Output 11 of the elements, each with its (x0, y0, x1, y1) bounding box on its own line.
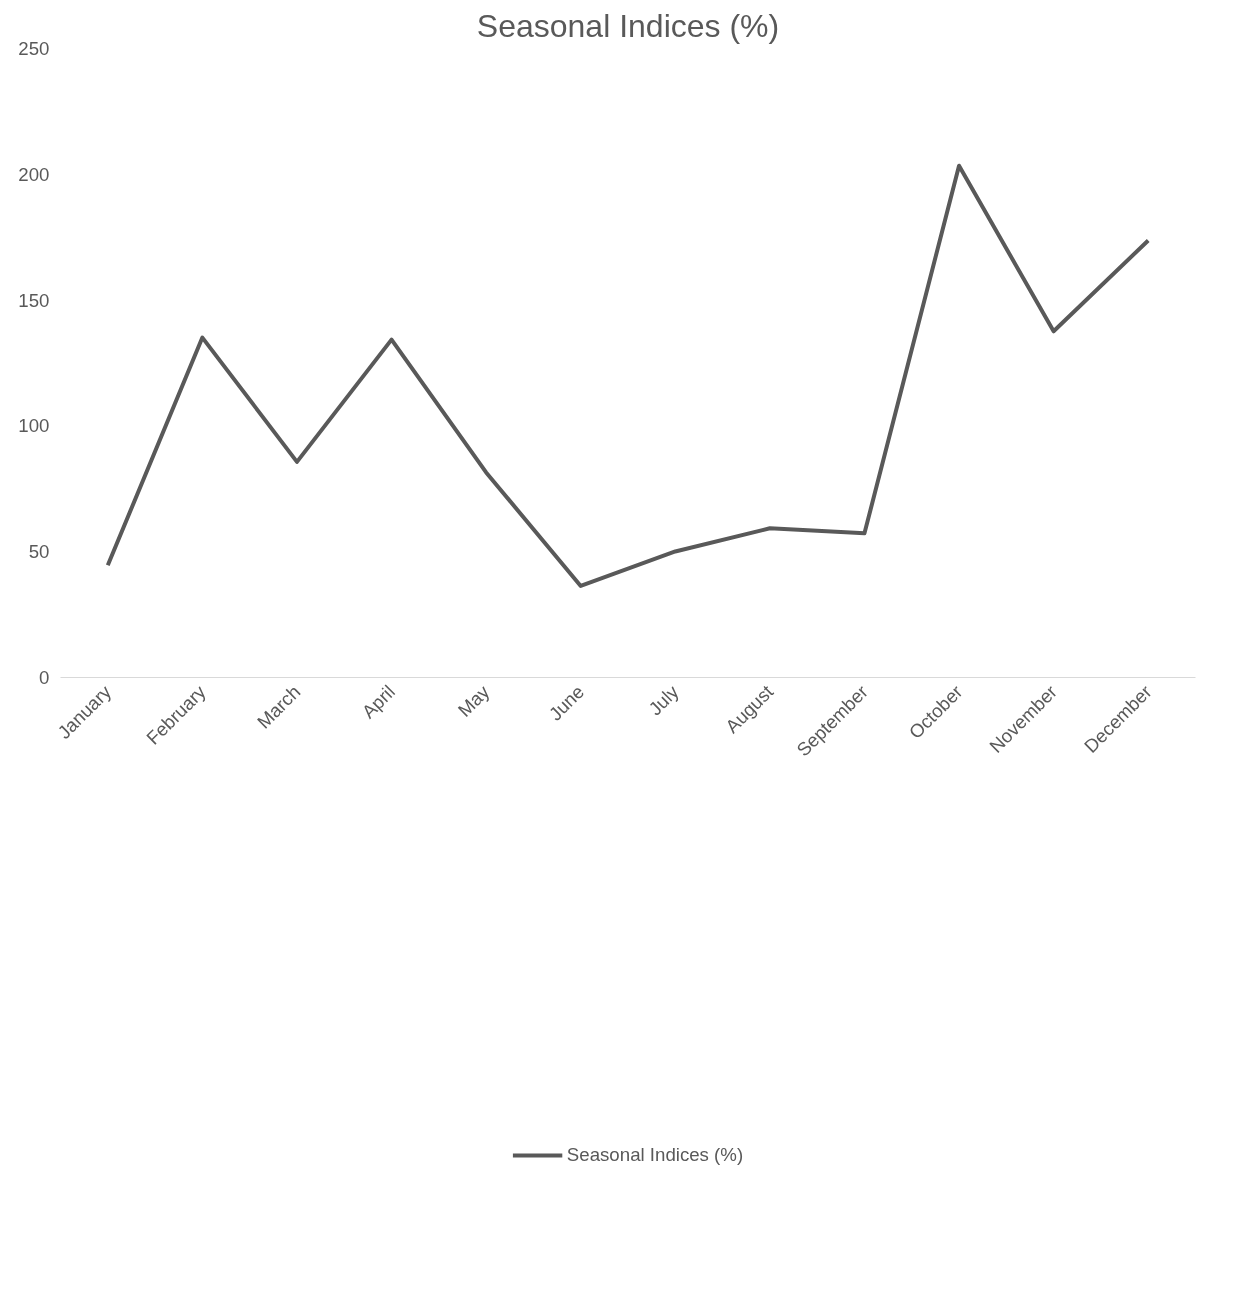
y-tick-label: 200 (18, 163, 50, 185)
x-tick-label: May (453, 680, 495, 721)
y-tick-label: 0 (39, 667, 50, 688)
x-tick-label: July (644, 680, 684, 720)
line-series (105, 163, 1151, 588)
y-tick-label: 100 (18, 415, 50, 437)
y-tick-label: 50 (28, 541, 50, 563)
legend-label: Seasonal Indices (%) (566, 1143, 744, 1166)
y-tick-label: 150 (18, 289, 50, 311)
y-tick-label: 250 (18, 38, 50, 59)
chart-title: Seasonal Indices (%) (476, 7, 780, 44)
